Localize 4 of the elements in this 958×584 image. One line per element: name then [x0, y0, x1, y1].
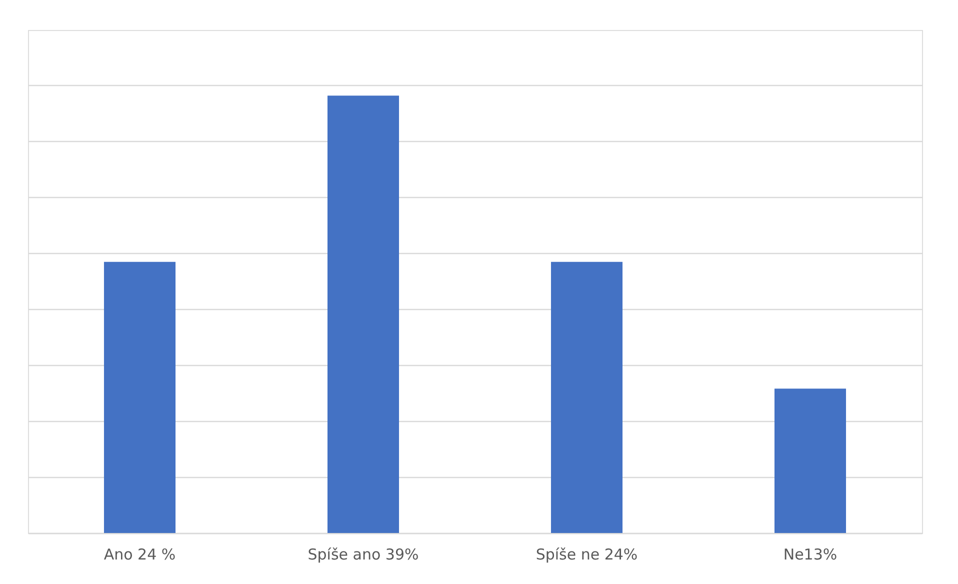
x-tick-label: Spíše ano 39% [308, 546, 419, 564]
x-tick-label: Ne13% [783, 546, 838, 564]
x-tick-label: Ano 24 % [104, 546, 176, 564]
x-tick-label: Spíše ne 24% [536, 546, 638, 564]
